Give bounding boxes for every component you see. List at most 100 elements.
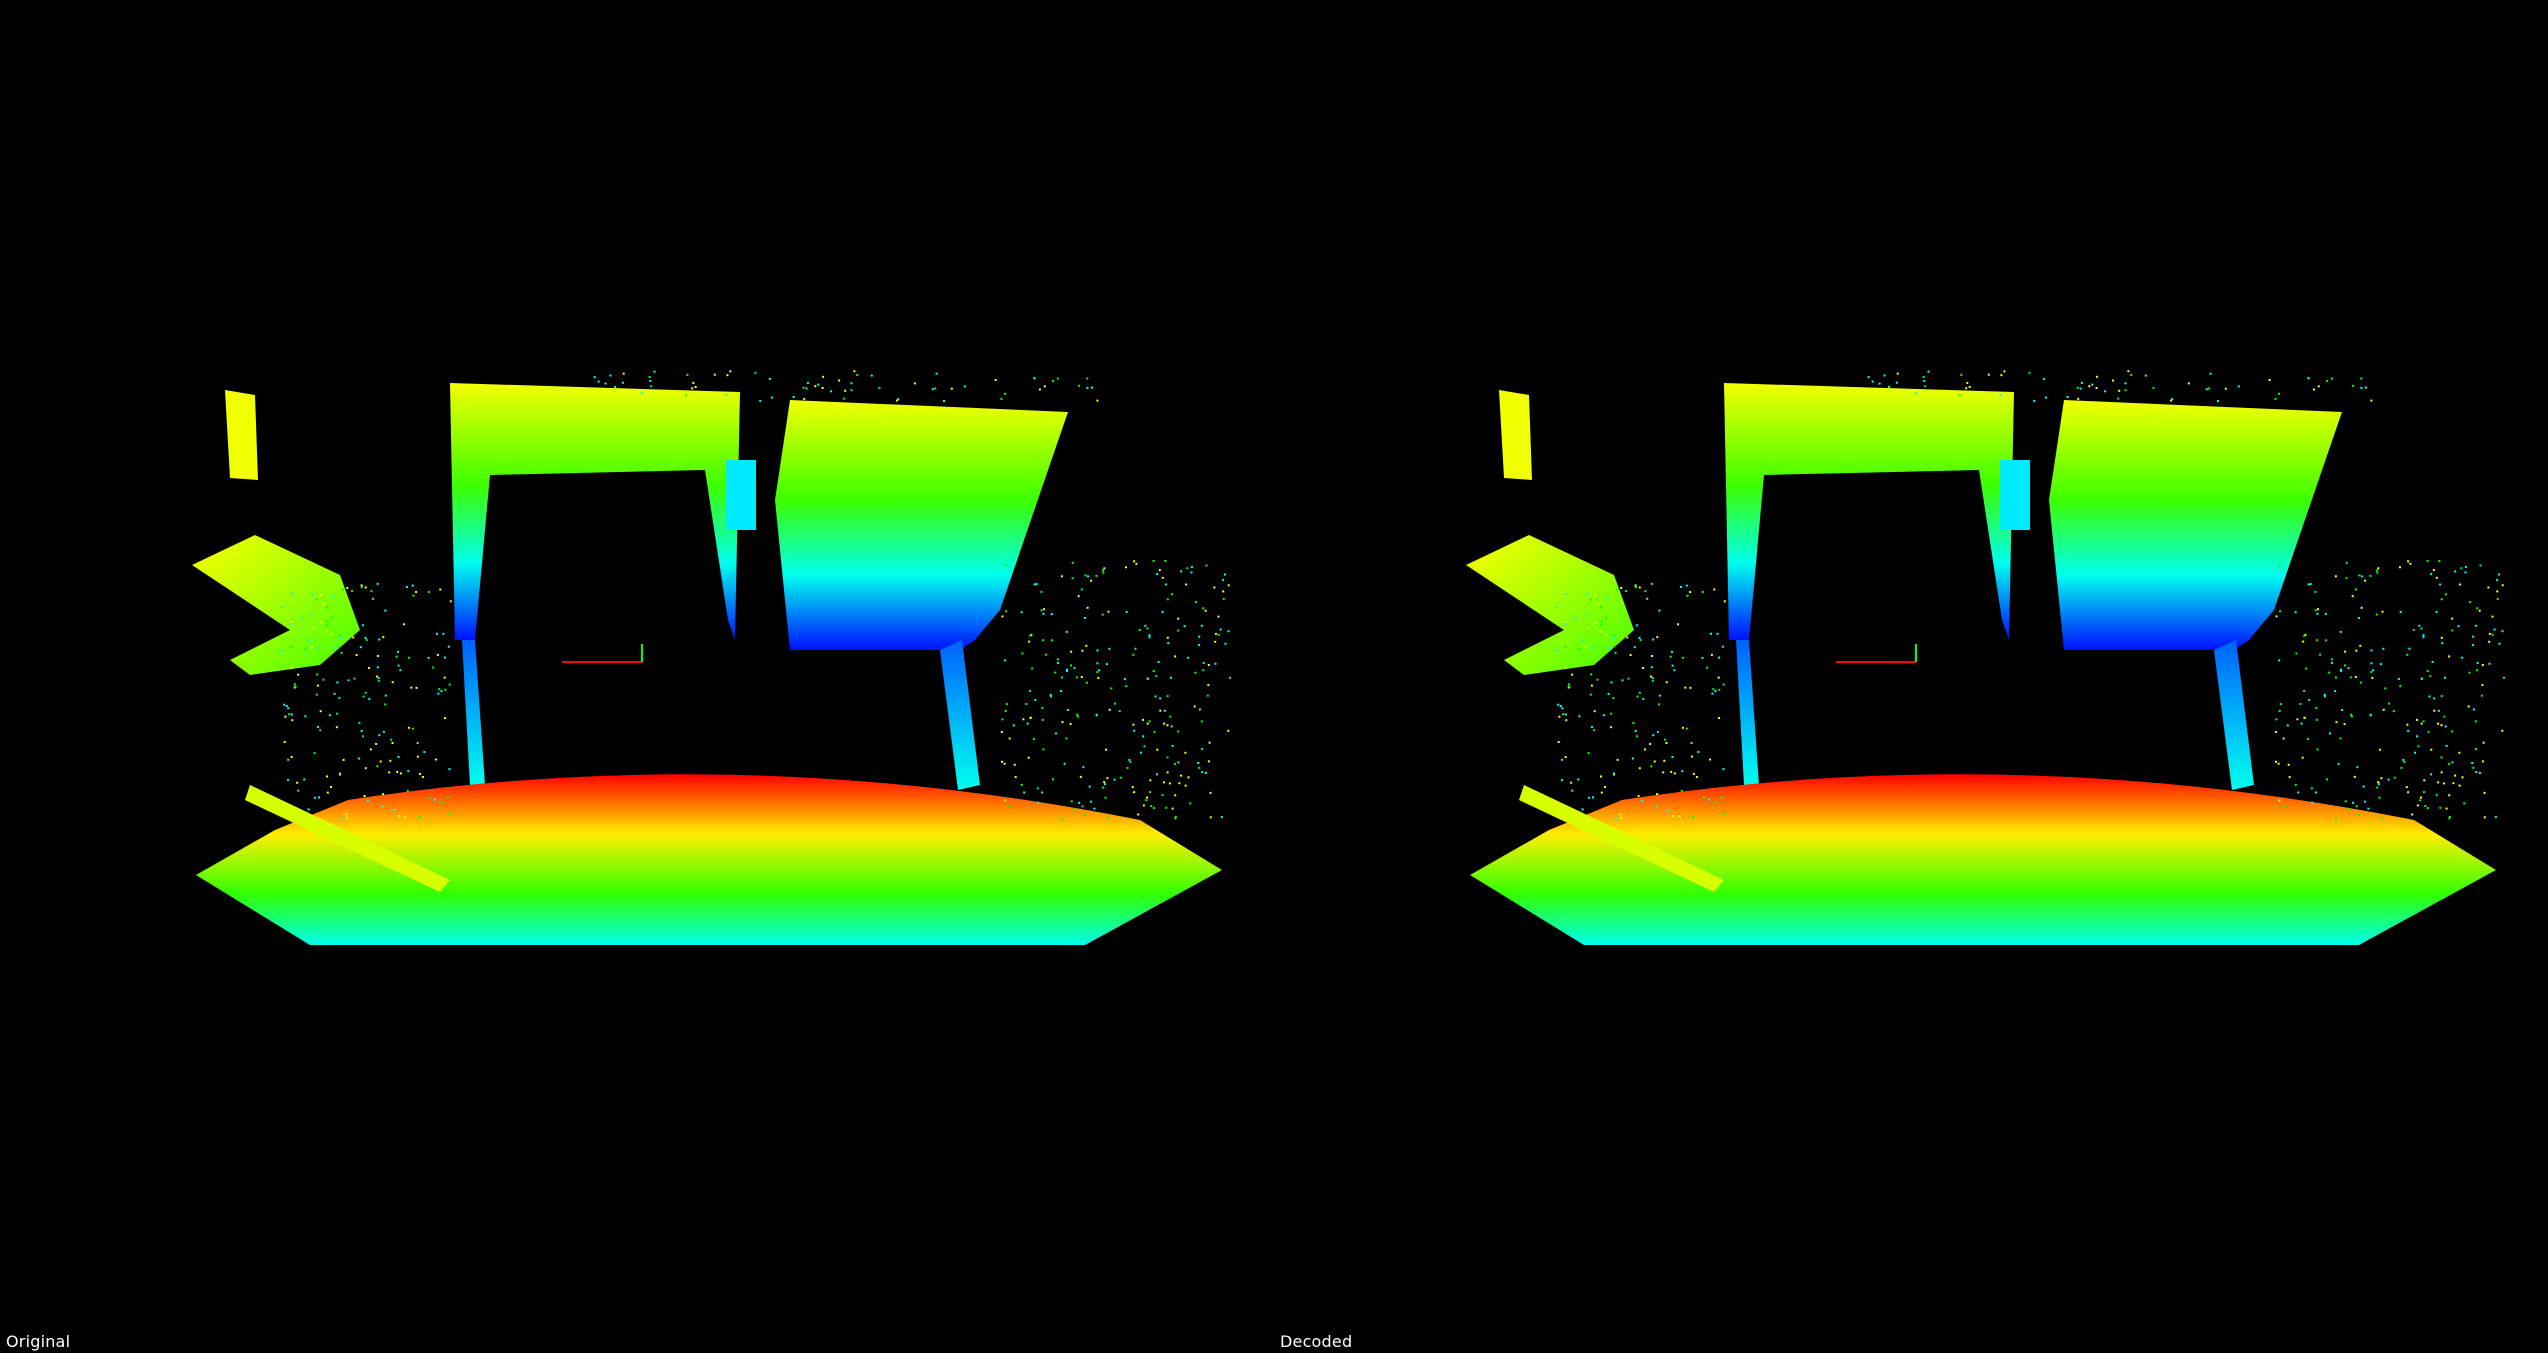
point [1006, 703, 1008, 705]
point [1664, 739, 1666, 741]
point [2112, 380, 2114, 382]
point [428, 657, 430, 659]
point [1202, 669, 1204, 671]
point [1592, 796, 1594, 798]
point [1613, 773, 1615, 775]
point [2000, 394, 2002, 396]
point [1928, 371, 1930, 373]
point [2305, 668, 2307, 670]
point [1086, 387, 1088, 389]
point [1601, 792, 1603, 794]
point [2278, 659, 2280, 661]
point [1585, 646, 1587, 648]
point [2336, 721, 2338, 723]
point [1031, 668, 1033, 670]
point [1135, 648, 1137, 650]
point [2356, 766, 2358, 768]
point [2443, 782, 2445, 784]
point [1195, 672, 1197, 674]
point [2417, 804, 2419, 806]
point [1684, 687, 1686, 689]
point [436, 633, 438, 635]
point [1051, 613, 1053, 615]
point [1590, 694, 1592, 696]
point [308, 808, 310, 810]
point [830, 390, 832, 392]
point [2206, 388, 2208, 390]
point [897, 398, 899, 400]
point [2358, 814, 2360, 816]
point [2469, 601, 2471, 603]
point [2283, 738, 2285, 740]
point [2317, 748, 2319, 750]
point [404, 816, 406, 818]
point [1677, 623, 1679, 625]
point [1666, 742, 1668, 744]
point [771, 397, 773, 399]
point [1004, 659, 1006, 661]
point [2439, 584, 2441, 586]
point [2446, 808, 2448, 810]
point [2436, 794, 2438, 796]
point [1107, 817, 1109, 819]
point [356, 654, 358, 656]
point [1004, 393, 1006, 395]
point [380, 761, 382, 763]
point [1208, 760, 1210, 762]
point [1672, 665, 1674, 667]
point [1167, 724, 1169, 726]
point [1133, 730, 1135, 732]
point [366, 639, 368, 641]
point [690, 397, 692, 399]
point [755, 372, 757, 374]
point [1215, 633, 1217, 635]
point [2003, 370, 2005, 372]
point [1154, 731, 1156, 733]
point [2377, 567, 2379, 569]
point [1133, 791, 1135, 793]
point [2345, 800, 2347, 802]
point [352, 637, 354, 639]
point [1223, 598, 1225, 600]
point [1147, 723, 1149, 725]
point [2077, 398, 2079, 400]
point [1041, 609, 1043, 611]
point [1570, 782, 1572, 784]
viewport-decoded[interactable]: Decoded [1274, 0, 2548, 1353]
point [822, 376, 824, 378]
point [943, 400, 945, 402]
point [283, 704, 285, 706]
point [2301, 723, 2303, 725]
point [413, 595, 415, 597]
point [317, 726, 319, 728]
point [295, 686, 297, 688]
point [1184, 625, 1186, 627]
point [806, 388, 808, 390]
point [2416, 719, 2418, 721]
point [2104, 390, 2106, 392]
point [2344, 664, 2346, 666]
point [370, 748, 372, 750]
point [1601, 621, 1603, 623]
point [1651, 666, 1653, 668]
point [2489, 663, 2491, 665]
point [384, 703, 386, 705]
viewport-original[interactable]: Original [0, 0, 1274, 1353]
point [437, 654, 439, 656]
point [1718, 657, 1720, 659]
point [1191, 571, 1193, 573]
point [1167, 642, 1169, 644]
point [2407, 730, 2409, 732]
point [339, 634, 341, 636]
point [1565, 667, 1567, 669]
point [2421, 678, 2423, 680]
point [1692, 816, 1694, 818]
point [1089, 786, 1091, 788]
point [1588, 752, 1590, 754]
point [2352, 802, 2354, 804]
point [1175, 816, 1177, 818]
point [362, 624, 364, 626]
point [2475, 748, 2477, 750]
point [2376, 572, 2378, 574]
point [2476, 669, 2478, 671]
